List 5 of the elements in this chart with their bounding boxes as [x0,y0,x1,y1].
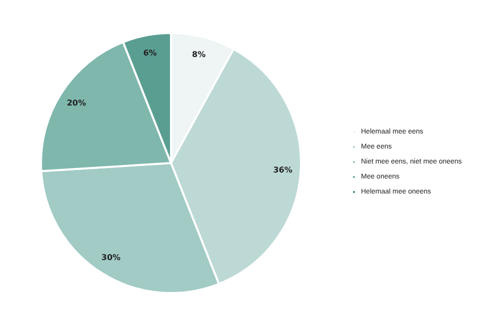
data-label: 8% [192,50,206,60]
data-label: 36% [273,166,292,175]
data-label: 30% [101,253,121,262]
data-label: 20% [66,98,86,108]
data-label: 6% [143,48,157,58]
